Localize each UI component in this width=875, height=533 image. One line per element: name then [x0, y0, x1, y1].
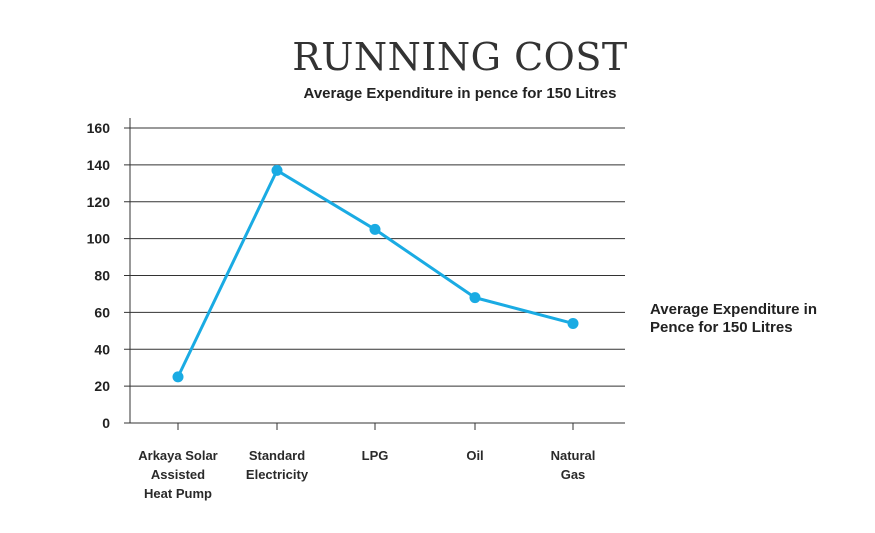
- y-tick-label: 120: [87, 194, 111, 210]
- y-tick-label: 80: [94, 268, 110, 284]
- y-tick-label: 140: [87, 157, 111, 173]
- legend: Average Expenditure in Pence for 150 Lit…: [650, 301, 817, 336]
- chart-subtitle: Average Expenditure in pence for 150 Lit…: [304, 85, 617, 102]
- x-axis-ticks: Arkaya Solar Assisted Heat Pump Standard Ele…: [138, 423, 595, 501]
- x-tick-label: Gas: [561, 467, 586, 482]
- x-tick-label: Oil: [466, 448, 483, 463]
- y-tick-label: 60: [94, 304, 110, 320]
- series-layer: [172, 164, 579, 383]
- data-point: [369, 223, 381, 235]
- y-axis-ticks: 0 20 40 60 80 100 120 140 160: [87, 120, 130, 431]
- x-tick-label: Electricity: [246, 467, 309, 482]
- data-point: [567, 317, 579, 329]
- x-tick-label: Assisted: [151, 467, 205, 482]
- data-point: [469, 292, 481, 304]
- legend-label-line-1: Average Expenditure in: [650, 301, 817, 318]
- y-tick-label: 100: [87, 231, 111, 247]
- x-tick-label: Natural: [551, 448, 596, 463]
- legend-label-line-2: Pence for 150 Litres: [650, 319, 793, 336]
- axes: [124, 118, 625, 424]
- x-tick-label: Arkaya Solar: [138, 448, 218, 463]
- y-tick-label: 20: [94, 378, 110, 394]
- x-tick-label: Heat Pump: [144, 486, 212, 501]
- data-point: [172, 371, 184, 383]
- gridlines: [130, 127, 625, 387]
- x-tick-label: LPG: [362, 448, 389, 463]
- data-point: [271, 164, 283, 176]
- y-tick-label: 0: [102, 415, 110, 431]
- y-tick-label: 40: [94, 341, 110, 357]
- y-tick-label: 160: [87, 120, 111, 136]
- chart-title: RUNNING COST: [292, 35, 627, 79]
- x-tick-label: Standard: [249, 448, 305, 463]
